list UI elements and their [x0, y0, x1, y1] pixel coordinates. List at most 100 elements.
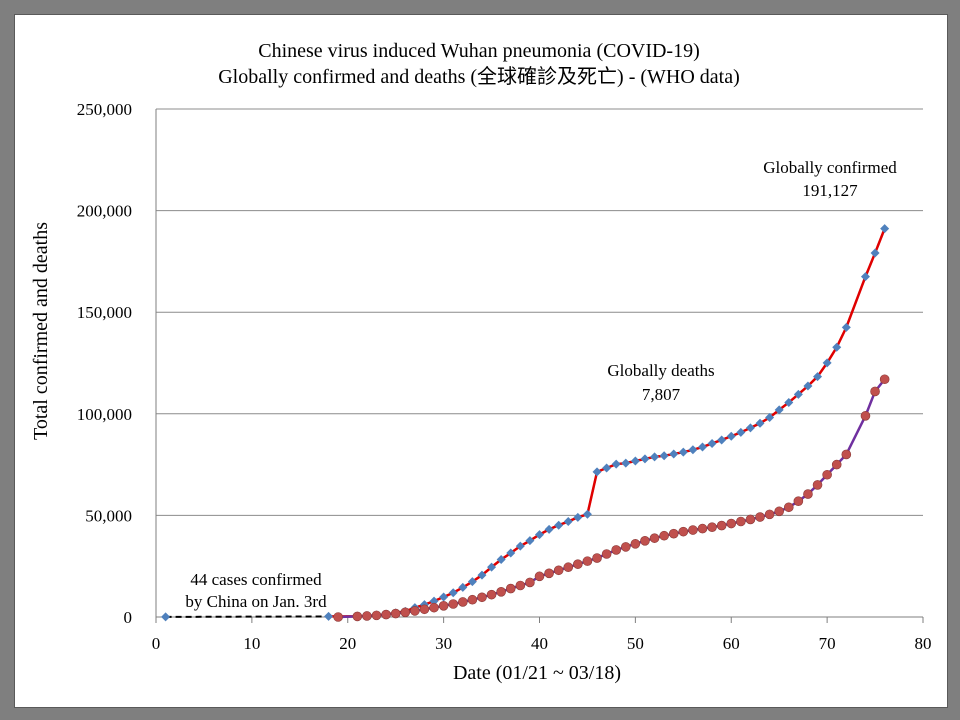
x-tick-label: 80	[915, 634, 932, 653]
y-tick-label: 0	[124, 608, 133, 627]
deaths-point	[841, 449, 852, 460]
confirmed-point	[822, 358, 832, 368]
confirmed-point	[726, 431, 736, 441]
confirmed-point	[630, 456, 640, 466]
confirmed-point	[563, 517, 573, 527]
y-tick-label: 250,000	[77, 100, 132, 119]
deaths-point	[879, 374, 890, 385]
annotation-deaths-line2: 7,807	[642, 385, 681, 404]
deaths-point	[783, 502, 794, 513]
confirmed-point	[841, 322, 851, 332]
axes	[155, 109, 924, 623]
deaths-point	[793, 496, 804, 506]
confirmed-point	[592, 467, 602, 477]
y-tick-label: 50,000	[85, 506, 132, 525]
x-tick-label: 40	[531, 634, 548, 653]
deaths-point	[640, 535, 650, 546]
confirmed-point	[659, 451, 669, 461]
confirmed-point	[736, 427, 746, 437]
series-line-1	[338, 378, 886, 619]
annotation-early-line2: by China on Jan. 3rd	[185, 592, 327, 611]
confirmed-point	[535, 530, 544, 540]
deaths-point	[860, 411, 871, 421]
confirmed-point	[755, 418, 765, 428]
series-markers	[161, 224, 890, 622]
deaths-point	[553, 565, 564, 576]
confirmed-point	[324, 611, 334, 621]
tick-labels: 0 50,000 100,000 150,000 200,000 250,000 0 10 20…	[77, 100, 932, 653]
trend-line-0	[165, 228, 886, 618]
confirmed-point	[487, 562, 497, 572]
x-tick-label: 0	[152, 634, 161, 653]
confirmed-point	[506, 548, 516, 558]
confirmed-point	[515, 541, 525, 551]
chart-frame: Chinese virus induced Wuhan pneumonia (C…	[14, 14, 948, 708]
deaths-point	[822, 469, 832, 480]
confirmed-point	[813, 372, 823, 382]
deaths-point	[333, 612, 343, 622]
deaths-point	[467, 594, 478, 605]
confirmed-point	[467, 577, 477, 587]
confirmed-point	[477, 570, 487, 580]
chart-svg: Chinese virus induced Wuhan pneumonia (C…	[30, 40, 932, 684]
deaths-point	[601, 549, 612, 559]
deaths-point	[611, 545, 622, 555]
confirmed-point	[621, 458, 631, 468]
deaths-point	[831, 459, 842, 470]
deaths-point	[659, 530, 669, 541]
deaths-point	[429, 602, 439, 613]
confirmed-point	[774, 405, 784, 415]
deaths-point	[525, 577, 535, 588]
confirmed-point	[707, 438, 717, 448]
deaths-point	[707, 522, 717, 532]
confirmed-point	[717, 435, 727, 445]
chart-title-line2: Globally confirmed and deaths (全球確診及死亡) …	[218, 65, 740, 88]
confirmed-point	[582, 509, 592, 519]
confirmed-point	[669, 449, 679, 459]
deaths-point	[620, 542, 631, 552]
confirmed-point	[765, 412, 775, 422]
deaths-point	[726, 518, 737, 529]
confirmed-point	[554, 520, 564, 530]
confirmed-point	[678, 447, 688, 457]
annotation-confirmed-line1: Globally confirmed	[763, 158, 897, 177]
deaths-point	[496, 587, 506, 597]
y-tick-label: 200,000	[77, 202, 132, 221]
deaths-point	[630, 539, 641, 549]
deaths-point	[362, 611, 372, 621]
confirmed-point	[650, 452, 660, 462]
deaths-point	[381, 609, 391, 620]
annotation-early-line1: 44 cases confirmed	[190, 570, 322, 589]
deaths-point	[764, 509, 775, 520]
deaths-point	[371, 610, 382, 621]
y-tick-label: 150,000	[77, 303, 132, 322]
x-tick-label: 30	[435, 634, 452, 653]
deaths-point	[573, 559, 583, 569]
deaths-point	[697, 523, 708, 534]
deaths-point	[400, 607, 411, 618]
x-axis-label: Date (01/21 ~ 03/18)	[453, 662, 621, 684]
confirmed-point	[880, 224, 890, 234]
deaths-point	[649, 533, 660, 543]
deaths-point	[668, 528, 679, 539]
confirmed-point	[745, 423, 755, 433]
confirmed-point	[793, 389, 803, 399]
confirmed-point	[496, 555, 506, 565]
confirmed-point	[784, 397, 794, 407]
x-tick-label: 20	[339, 634, 356, 653]
confirmed-point	[161, 612, 171, 622]
y-tick-label: 100,000	[77, 405, 132, 424]
deaths-point	[352, 611, 363, 622]
deaths-point	[534, 571, 545, 582]
confirmed-point	[611, 459, 621, 469]
confirmed-point	[439, 592, 449, 602]
deaths-point	[812, 480, 823, 490]
deaths-point	[582, 556, 593, 566]
deaths-point	[410, 606, 420, 616]
x-tick-label: 10	[243, 634, 260, 653]
confirmed-point	[640, 454, 650, 464]
confirmed-point	[602, 463, 612, 473]
deaths-point	[592, 553, 602, 563]
deaths-point	[448, 599, 459, 609]
gridlines	[156, 108, 923, 516]
